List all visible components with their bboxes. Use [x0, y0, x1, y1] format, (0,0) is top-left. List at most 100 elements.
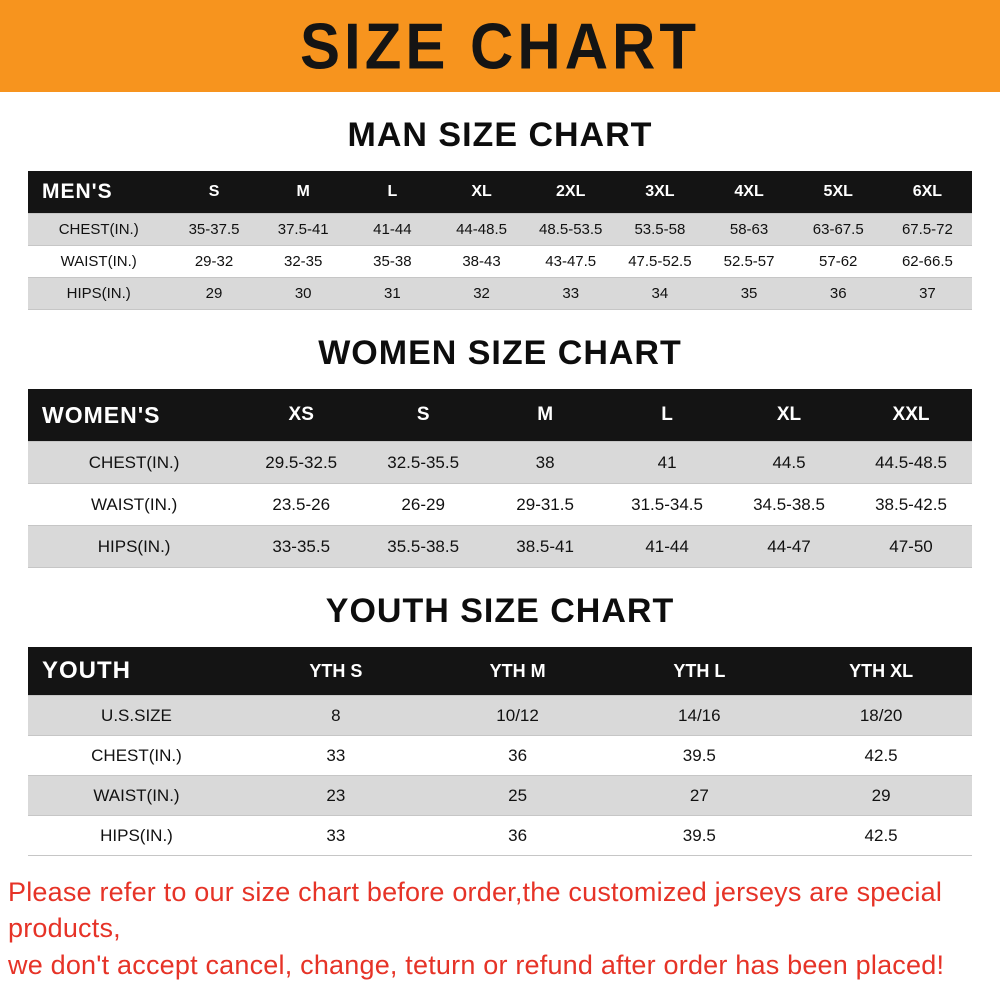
size-cell: 44-47	[728, 525, 850, 568]
table-header-row: YOUTH YTH S YTH M YTH L YTH XL	[28, 647, 972, 696]
table-row: WAIST(IN.) 23 25 27 29	[28, 775, 972, 816]
table-header-row: MEN'S S M L XL 2XL 3XL 4XL 5XL 6XL	[28, 171, 972, 214]
size-cell: 35	[704, 277, 794, 310]
size-cell: 36	[793, 277, 883, 310]
size-cell: 36	[426, 735, 609, 776]
banner: SIZE CHART	[0, 0, 1000, 92]
size-cell: 29-31.5	[484, 483, 607, 526]
section-women: WOMEN SIZE CHART WOMEN'S XS S M L XL XXL CHEST(…	[0, 334, 1000, 568]
size-column-header: YTH S	[244, 647, 427, 696]
women-size-table: WOMEN'S XS S M L XL XXL CHEST(IN.) 29.5-32.5 32.5…	[28, 389, 972, 568]
size-cell: 23	[244, 775, 427, 816]
table-row: WAIST(IN.) 29-32 32-35 35-38 38-43 43-47.5 47.…	[28, 245, 972, 278]
size-column-header: XL	[728, 389, 850, 442]
size-cell: 29.5-32.5	[240, 441, 363, 484]
size-cell: 29	[790, 775, 972, 816]
table-row: HIPS(IN.) 33-35.5 35.5-38.5 38.5-41 41-44 44-…	[28, 525, 972, 568]
size-cell: 41	[606, 441, 729, 484]
size-cell: 10/12	[426, 695, 609, 736]
size-cell: 30	[258, 277, 348, 310]
row-label: WAIST(IN.)	[28, 483, 241, 526]
size-column-header: YTH M	[426, 647, 609, 696]
section-heading-women: WOMEN SIZE CHART	[318, 334, 682, 372]
size-cell: 31.5-34.5	[606, 483, 729, 526]
size-cell: 35-38	[347, 245, 437, 278]
size-cell: 34	[615, 277, 705, 310]
size-cell: 43-47.5	[526, 245, 616, 278]
size-cell: 23.5-26	[240, 483, 363, 526]
size-cell: 35.5-38.5	[362, 525, 485, 568]
footer-line-2: we don't accept cancel, change, teturn o…	[8, 949, 945, 980]
size-column-header: 2XL	[526, 171, 616, 214]
row-label: HIPS(IN.)	[28, 525, 241, 568]
men-size-table: MEN'S S M L XL 2XL 3XL 4XL 5XL 6XL CHEST(IN.) 35-37…	[28, 171, 972, 310]
page-title: SIZE CHART	[300, 9, 700, 83]
size-cell: 41-44	[606, 525, 729, 568]
section-heading-men: MAN SIZE CHART	[347, 116, 653, 154]
section-men: MAN SIZE CHART MEN'S S M L XL 2XL 3XL 4XL 5XL 6XL…	[0, 116, 1000, 310]
table-row: HIPS(IN.) 33 36 39.5 42.5	[28, 815, 972, 856]
size-cell: 33	[244, 735, 427, 776]
size-cell: 25	[426, 775, 609, 816]
size-cell: 27	[608, 775, 791, 816]
row-label: HIPS(IN.)	[28, 815, 245, 856]
table-title: YOUTH	[28, 647, 245, 696]
table-header-row: WOMEN'S XS S M L XL XXL	[28, 389, 972, 442]
table-row: CHEST(IN.) 29.5-32.5 32.5-35.5 38 41 44.5 44.5…	[28, 441, 972, 484]
size-cell: 18/20	[790, 695, 972, 736]
table-title: WOMEN'S	[28, 389, 241, 442]
size-cell: 8	[244, 695, 427, 736]
youth-size-table: YOUTH YTH S YTH M YTH L YTH XL U.S.SIZE 8 10/12…	[28, 647, 972, 856]
size-cell: 44.5-48.5	[850, 441, 972, 484]
size-cell: 32	[436, 277, 527, 310]
size-cell: 47.5-52.5	[615, 245, 705, 278]
size-cell: 32-35	[258, 245, 348, 278]
table-title: MEN'S	[28, 171, 170, 214]
size-cell: 62-66.5	[882, 245, 972, 278]
size-cell: 31	[347, 277, 437, 310]
size-cell: 14/16	[608, 695, 791, 736]
size-column-header: S	[169, 171, 259, 214]
size-cell: 32.5-35.5	[362, 441, 485, 484]
footer-note: Please refer to our size chart before or…	[8, 874, 992, 983]
size-column-header: M	[258, 171, 348, 214]
size-cell: 29-32	[169, 245, 259, 278]
size-cell: 37	[882, 277, 972, 310]
size-column-header: M	[484, 389, 607, 442]
size-cell: 48.5-53.5	[526, 213, 616, 246]
size-cell: 53.5-58	[615, 213, 705, 246]
size-cell: 67.5-72	[882, 213, 972, 246]
row-label: U.S.SIZE	[28, 695, 245, 736]
size-cell: 44-48.5	[436, 213, 527, 246]
size-cell: 29	[169, 277, 259, 310]
section-youth: YOUTH SIZE CHART YOUTH YTH S YTH M YTH L YTH…	[0, 592, 1000, 856]
size-cell: 57-62	[793, 245, 883, 278]
table-row: CHEST(IN.) 35-37.5 37.5-41 41-44 44-48.5 48.5…	[28, 213, 972, 246]
row-label: WAIST(IN.)	[28, 245, 170, 278]
size-cell: 26-29	[362, 483, 485, 526]
size-cell: 44.5	[728, 441, 850, 484]
row-label: WAIST(IN.)	[28, 775, 245, 816]
size-cell: 37.5-41	[258, 213, 348, 246]
size-cell: 63-67.5	[793, 213, 883, 246]
size-column-header: 4XL	[704, 171, 794, 214]
size-cell: 38	[484, 441, 607, 484]
size-cell: 34.5-38.5	[728, 483, 850, 526]
row-label: CHEST(IN.)	[28, 735, 245, 776]
table-row: CHEST(IN.) 33 36 39.5 42.5	[28, 735, 972, 776]
size-cell: 38.5-42.5	[850, 483, 972, 526]
size-cell: 58-63	[704, 213, 794, 246]
size-column-header: XL	[436, 171, 527, 214]
size-cell: 42.5	[790, 815, 972, 856]
size-cell: 35-37.5	[169, 213, 259, 246]
size-cell: 33	[244, 815, 427, 856]
size-column-header: 6XL	[882, 171, 972, 214]
size-column-header: S	[362, 389, 485, 442]
size-column-header: 5XL	[793, 171, 883, 214]
size-cell: 47-50	[850, 525, 972, 568]
table-row: U.S.SIZE 8 10/12 14/16 18/20	[28, 695, 972, 736]
size-cell: 38-43	[436, 245, 527, 278]
size-column-header: L	[347, 171, 437, 214]
size-column-header: XXL	[850, 389, 972, 442]
